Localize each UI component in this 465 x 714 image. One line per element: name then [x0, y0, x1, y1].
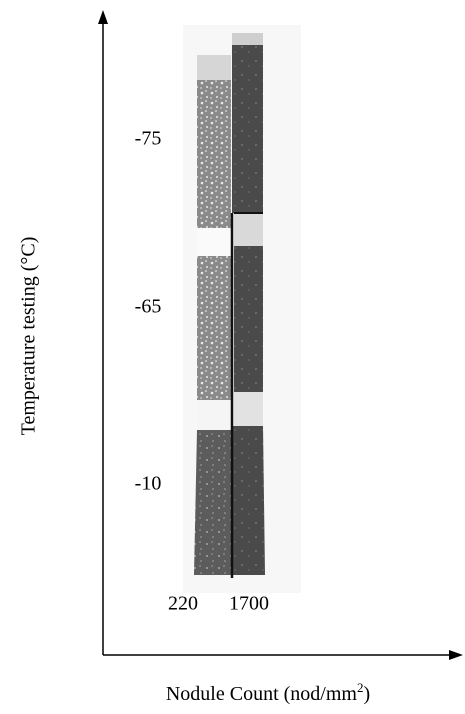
fracture-gap	[234, 214, 263, 246]
strip-end	[197, 55, 231, 80]
y-axis-arrow	[98, 10, 108, 24]
x-axis-title-suffix: )	[363, 683, 370, 705]
x-axis-arrow	[449, 650, 463, 660]
specimen-segment	[197, 256, 231, 400]
specimen-photo	[183, 25, 301, 593]
x-label: 220	[168, 593, 198, 615]
specimen-segment	[232, 45, 263, 213]
y-axis-title: Temperature testing (°C)	[18, 237, 40, 436]
fracture-gap	[234, 392, 263, 426]
y-label: -75	[135, 128, 162, 150]
strip-end	[232, 33, 263, 45]
fracture-gap	[197, 400, 231, 430]
x-axis-title: Nodule Count (nod/mm2)	[166, 680, 370, 705]
figure: Temperature testing (°C) -75 -65 -10 220…	[0, 0, 465, 714]
specimen-segment	[234, 246, 263, 392]
x-axis-title-main: Nodule Count (nod/mm	[166, 683, 358, 705]
specimen-segment	[232, 426, 265, 575]
y-label: -65	[135, 296, 162, 318]
y-label: -10	[135, 473, 162, 495]
x-label: 1700	[229, 593, 269, 615]
specimen-segment	[194, 430, 231, 575]
specimen-segment	[197, 80, 231, 228]
fracture-gap	[197, 228, 231, 256]
